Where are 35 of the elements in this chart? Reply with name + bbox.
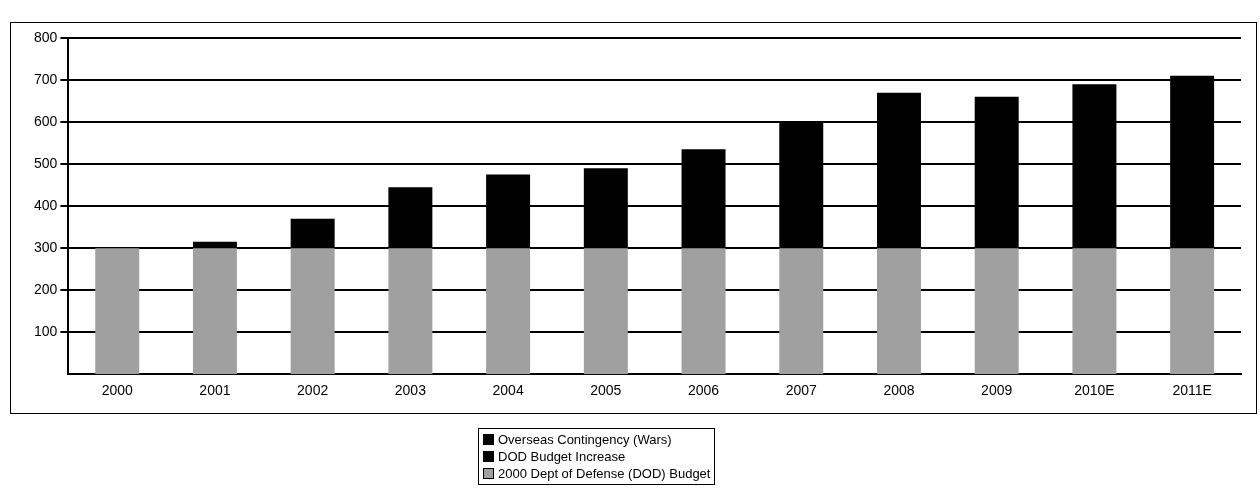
- bar: [1170, 248, 1215, 375]
- bar: [192, 248, 237, 375]
- x-tick-label: 2008: [883, 382, 915, 399]
- x-tick-label: 2003: [394, 382, 427, 399]
- legend-label: DOD Budget Increase: [498, 449, 626, 464]
- x-tick-label: 2010E: [1074, 382, 1115, 399]
- bar: [290, 248, 335, 375]
- x-tick-label: 2002: [297, 382, 329, 399]
- bar: [486, 248, 531, 375]
- x-tick-label: 2005: [590, 382, 622, 399]
- x-tick-label: 2006: [687, 382, 720, 399]
- y-tick-label: 800: [34, 28, 58, 45]
- x-tick-label: 2000: [101, 382, 133, 399]
- y-tick-label: 400: [34, 196, 58, 213]
- bar: [974, 248, 1019, 375]
- y-tick-label: 500: [34, 154, 58, 171]
- bar: [1072, 248, 1117, 375]
- y-tick-label: 600: [34, 112, 58, 129]
- bar: [95, 248, 140, 375]
- bar: [876, 248, 921, 375]
- x-tick-label: 2011E: [1172, 382, 1212, 399]
- legend-label: 2000 Dept of Defense (DOD) Budget: [498, 466, 711, 481]
- y-tick-label: 300: [34, 238, 58, 255]
- legend-label: Overseas Contingency (Wars): [498, 432, 672, 447]
- x-tick-label: 2009: [981, 382, 1013, 399]
- bar: [681, 248, 726, 375]
- x-tick-label: 2004: [492, 382, 524, 399]
- bar: [388, 248, 433, 375]
- bar: [779, 248, 824, 375]
- y-tick-label: 700: [34, 70, 58, 87]
- y-tick-label: 200: [34, 281, 58, 298]
- y-tick-label: 100: [34, 323, 58, 340]
- x-tick-label: 2007: [785, 382, 818, 399]
- x-tick-label: 2001: [199, 382, 231, 399]
- bar: [583, 248, 628, 375]
